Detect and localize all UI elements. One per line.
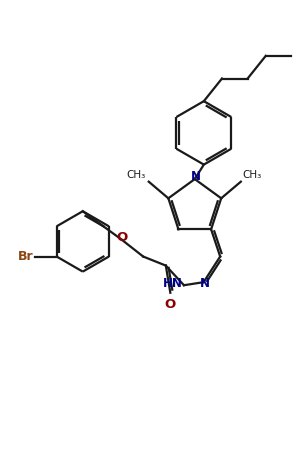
Text: CH₃: CH₃ [242,170,262,180]
Text: Br: Br [18,250,34,263]
Text: O: O [165,298,176,311]
Text: HN: HN [163,277,182,290]
Text: CH₃: CH₃ [127,170,146,180]
Text: O: O [117,231,128,244]
Text: N: N [191,170,201,183]
Text: N: N [199,277,210,290]
